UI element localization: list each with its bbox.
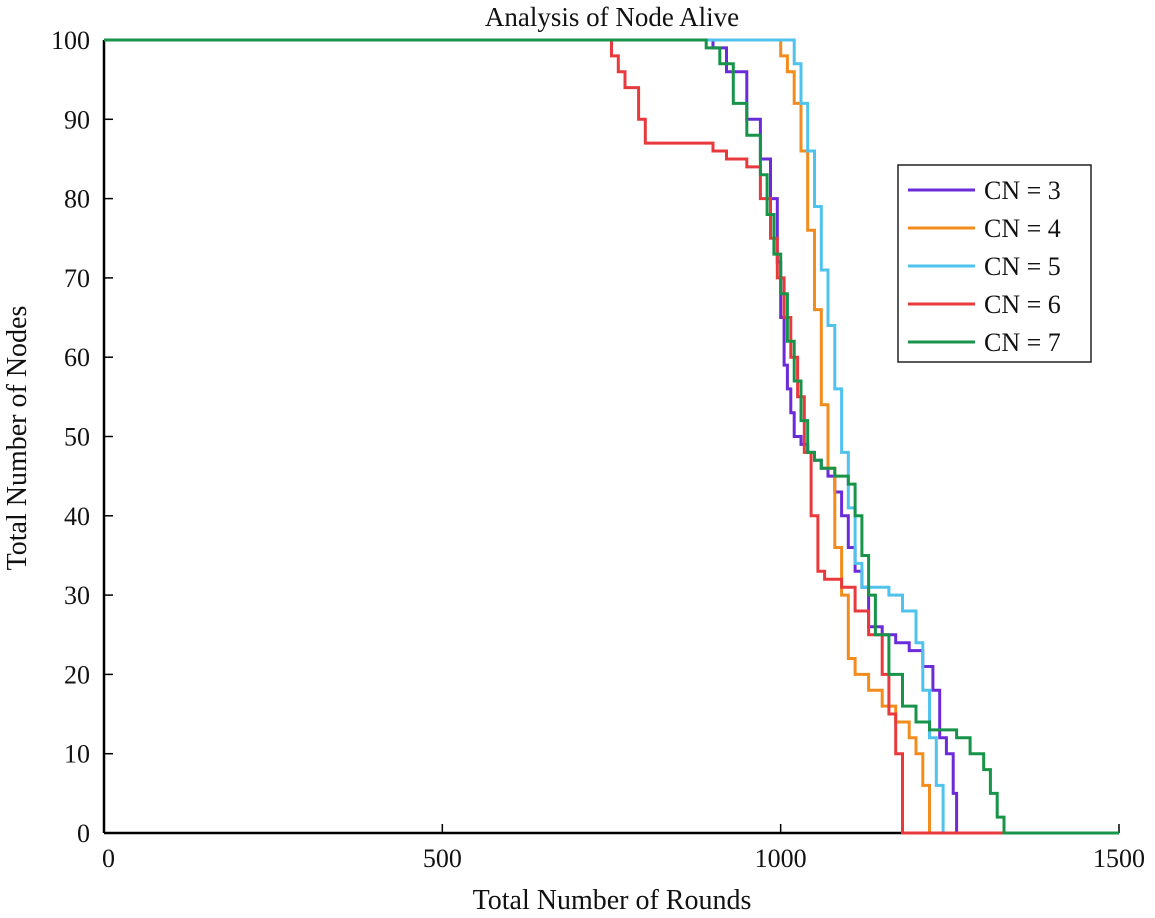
legend: CN = 3 CN = 4 CN = 5 CN = 6 CN = 7 [897, 164, 1092, 363]
y-tick-label: 80 [64, 185, 90, 214]
series-line-cn-4 [104, 38, 1119, 835]
legend-label: CN = 6 [984, 290, 1061, 319]
y-tick-label: 70 [64, 264, 90, 293]
chart-title: Analysis of Node Alive [485, 2, 739, 32]
x-tick-label: 0 [102, 844, 115, 873]
series-line-cn-5 [104, 38, 1119, 835]
legend-box [897, 164, 1092, 363]
x-tick-label: 1000 [755, 844, 807, 873]
legend-label: CN = 5 [984, 252, 1061, 281]
series-line-cn-6 [104, 38, 1119, 835]
series-line-cn-3 [104, 38, 1119, 835]
series-layer [104, 38, 1119, 835]
legend-label: CN = 7 [984, 328, 1061, 357]
legend-label: CN = 3 [984, 176, 1061, 205]
y-tick-label: 90 [64, 105, 90, 134]
y-tick-label: 40 [64, 502, 90, 531]
series-line-cn-7 [104, 38, 1119, 835]
legend-label: CN = 4 [984, 214, 1061, 243]
x-tick-label: 500 [423, 844, 462, 873]
y-tick-label: 10 [64, 740, 90, 769]
y-axis-label: Total Number of Nodes [2, 306, 33, 571]
y-tick-label: 50 [64, 423, 90, 452]
legend-items: CN = 3 CN = 4 CN = 5 CN = 6 CN = 7 [908, 176, 1061, 357]
y-tick-label: 20 [64, 660, 90, 689]
y-tick-label: 100 [51, 26, 90, 55]
y-tick-label: 0 [77, 819, 90, 848]
x-axis-label: Total Number of Rounds [473, 885, 752, 916]
axes: 0 500 1000 1500 0 10 20 30 40 50 60 70 80 90 100 [51, 26, 1145, 873]
x-tick-label: 1500 [1093, 844, 1145, 873]
y-tick-label: 60 [64, 343, 90, 372]
y-tick-label: 30 [64, 581, 90, 610]
